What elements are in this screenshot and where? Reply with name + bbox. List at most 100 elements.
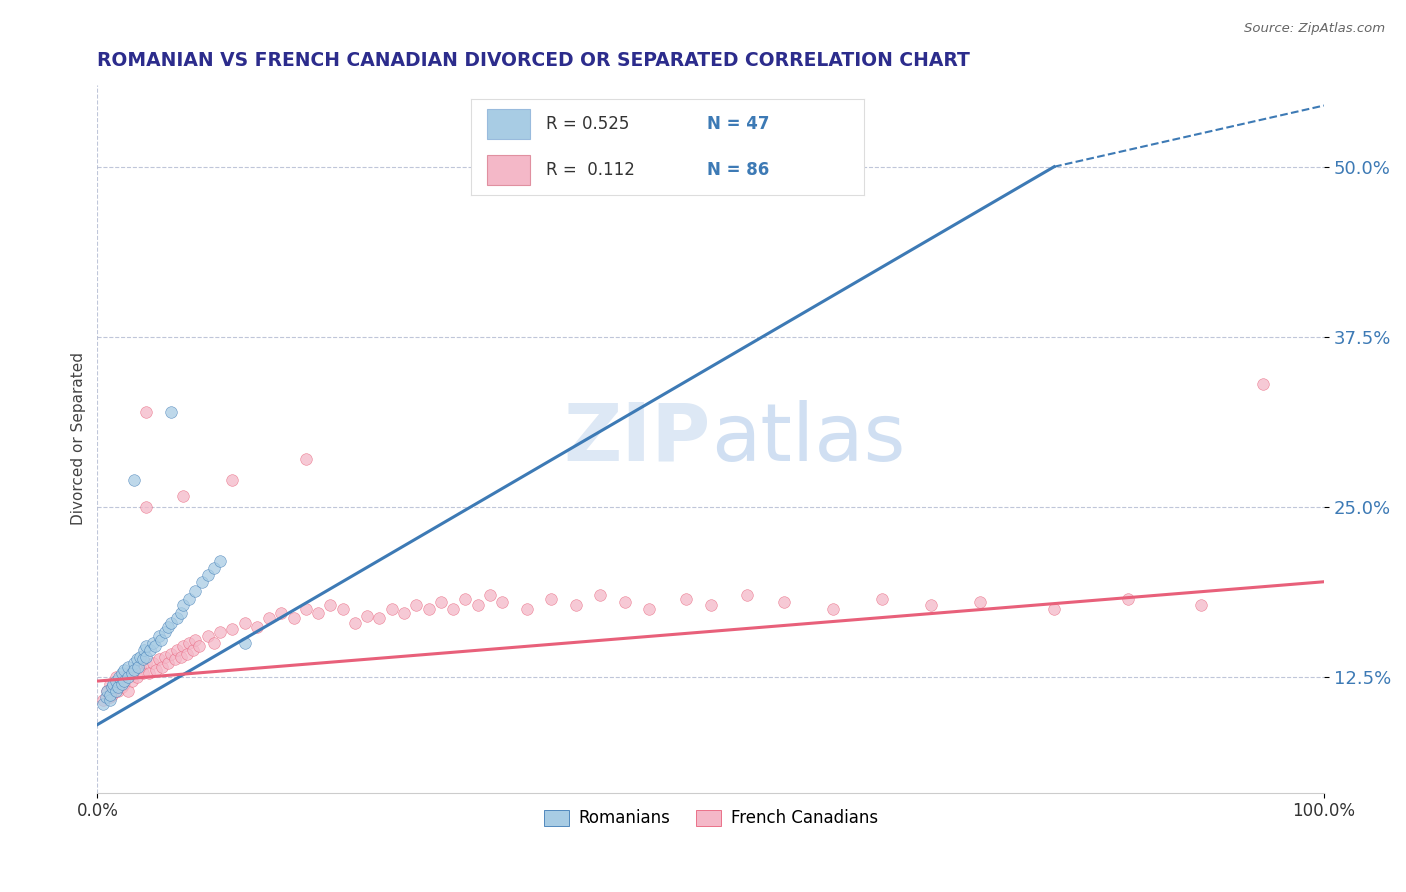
Point (117, 660, 139, 674)
Point (1043, 602, 1066, 616)
Legend: Romanians, French Canadians: Romanians, French Canadians (537, 803, 884, 834)
Point (233, 615, 256, 630)
Point (122, 663, 145, 677)
Point (160, 647, 183, 661)
Point (295, 452, 318, 467)
Point (170, 649, 193, 664)
Point (516, 602, 538, 616)
Point (1189, 598, 1212, 612)
Point (172, 639, 194, 653)
Point (221, 473, 243, 487)
Point (108, 674, 131, 689)
Point (107, 683, 129, 698)
Point (104, 674, 127, 689)
Point (98, 677, 121, 691)
Point (920, 598, 942, 612)
Point (153, 649, 176, 664)
Point (1251, 377, 1274, 392)
Point (233, 636, 256, 650)
Point (166, 611, 188, 625)
Point (176, 647, 198, 661)
Point (184, 584, 207, 599)
Point (141, 636, 163, 650)
Point (117, 683, 139, 698)
Point (295, 602, 318, 616)
Point (257, 611, 280, 625)
Point (172, 489, 194, 503)
Point (129, 649, 152, 664)
Point (197, 568, 219, 582)
Point (675, 592, 697, 607)
Point (441, 602, 464, 616)
Text: Source: ZipAtlas.com: Source: ZipAtlas.com (1244, 22, 1385, 36)
Point (135, 649, 157, 664)
Point (166, 642, 188, 657)
Point (112, 674, 135, 689)
Point (104, 670, 127, 684)
Point (181, 642, 204, 657)
Point (202, 561, 225, 575)
Point (190, 574, 212, 589)
Point (283, 611, 305, 625)
Point (112, 663, 135, 677)
Point (111, 677, 134, 691)
Point (125, 670, 148, 684)
Point (117, 665, 139, 680)
Point (1116, 592, 1139, 607)
Point (454, 592, 477, 607)
Point (638, 602, 661, 616)
Point (107, 680, 129, 694)
Point (823, 602, 845, 616)
Point (121, 665, 143, 680)
Point (418, 602, 440, 616)
Text: ZIP: ZIP (564, 400, 710, 478)
Text: atlas: atlas (710, 400, 905, 478)
Point (540, 592, 562, 607)
Point (132, 665, 155, 680)
Point (246, 620, 269, 634)
Point (143, 639, 166, 653)
Point (430, 595, 453, 609)
Point (613, 595, 636, 609)
Point (150, 660, 173, 674)
Point (699, 598, 721, 612)
Point (564, 598, 586, 612)
Point (405, 598, 427, 612)
Point (122, 473, 145, 487)
Point (98, 690, 121, 705)
Point (127, 660, 149, 674)
Point (170, 606, 193, 620)
Point (112, 677, 135, 691)
Point (141, 657, 163, 671)
Point (332, 602, 354, 616)
Point (132, 652, 155, 666)
Point (188, 639, 211, 653)
Point (135, 405, 157, 419)
Point (270, 606, 292, 620)
Point (98, 693, 121, 707)
Point (93, 697, 115, 711)
Point (108, 670, 131, 684)
Point (737, 588, 759, 602)
Point (117, 670, 139, 684)
Text: ROMANIAN VS FRENCH CANADIAN DIVORCED OR SEPARATED CORRELATION CHART: ROMANIAN VS FRENCH CANADIAN DIVORCED OR … (97, 51, 970, 70)
Point (197, 629, 219, 643)
Point (96, 683, 118, 698)
Point (96, 683, 118, 698)
Point (872, 592, 894, 607)
Point (160, 615, 183, 630)
Point (150, 633, 173, 648)
Point (172, 598, 194, 612)
Point (491, 595, 513, 609)
Point (135, 657, 157, 671)
Point (139, 642, 162, 657)
Point (111, 670, 134, 684)
Point (969, 595, 991, 609)
Point (122, 663, 145, 677)
Point (148, 652, 170, 666)
Point (101, 688, 124, 702)
Y-axis label: Divorced or Separated: Divorced or Separated (72, 352, 86, 525)
Point (111, 680, 134, 694)
Point (368, 611, 391, 625)
Point (125, 652, 148, 666)
